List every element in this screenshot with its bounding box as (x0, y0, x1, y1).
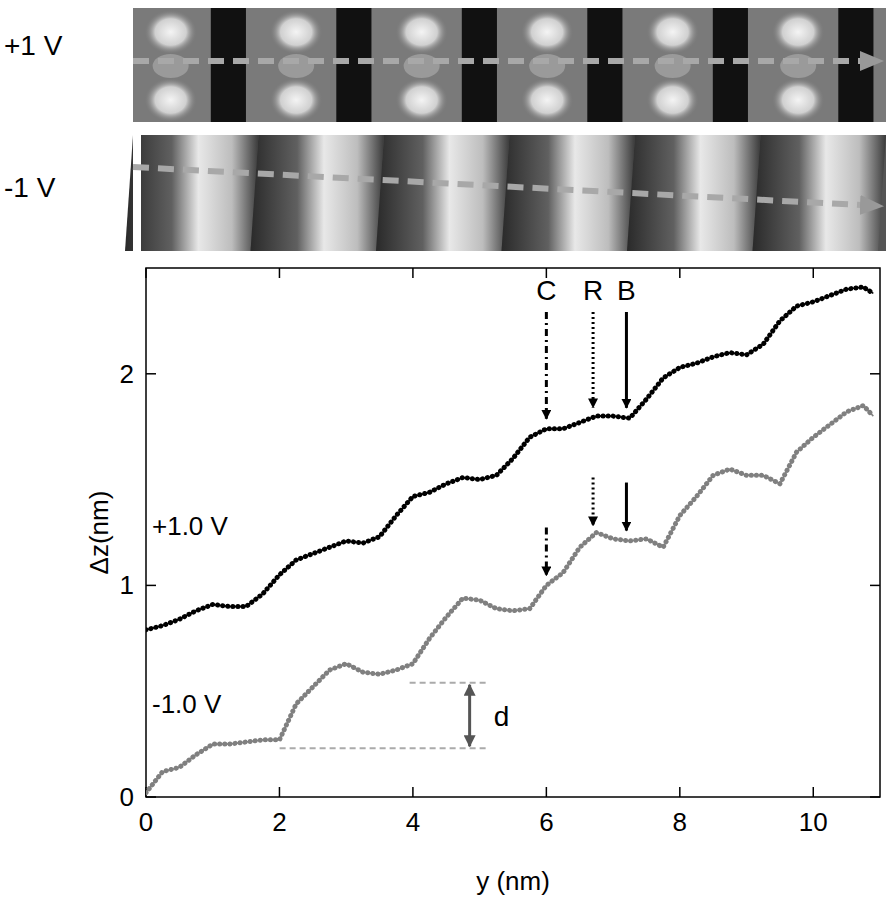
annotation-arrow (625, 312, 628, 408)
profile-line (146, 406, 873, 793)
annotation-label: R (583, 275, 603, 306)
x-tick (279, 268, 281, 278)
profile-path (133, 58, 880, 64)
x-tick-label: 10 (799, 807, 828, 837)
d-guide (280, 747, 486, 749)
x-tick (813, 787, 815, 797)
d-arrow (468, 685, 471, 747)
y-tick (870, 373, 880, 375)
profile-line-core (146, 406, 873, 793)
annotation-label: C (536, 275, 556, 306)
y-tick (146, 585, 156, 587)
y-tick (870, 796, 880, 798)
plot-frame (146, 268, 880, 797)
x-tick (279, 787, 281, 797)
x-tick-label: 4 (406, 807, 420, 837)
stm-image-positive (133, 8, 886, 122)
y-tick-label: 0 (120, 782, 134, 812)
figure: +1 V -1 V 0 2 4 6 8 10 0 1 2 y (nm) Δz(nm) +1.0 V -1.0… (0, 0, 889, 908)
plot-area (146, 287, 873, 793)
series-label: +1.0 V (152, 511, 229, 541)
annotation-arrow (592, 312, 595, 407)
x-tick-label: 2 (272, 807, 286, 837)
profile-line (146, 287, 873, 630)
y-tick (146, 373, 156, 375)
annotation-arrow (625, 483, 628, 531)
x-tick (145, 268, 147, 278)
y-axis-title: Δz(nm) (84, 491, 114, 575)
y-tick (146, 796, 156, 798)
x-tick (412, 787, 414, 797)
series-label: -1.0 V (152, 689, 222, 719)
annotation-label: B (617, 275, 636, 306)
x-tick-label: 0 (139, 807, 153, 837)
image-label: +1 V (4, 30, 63, 61)
annotation-arrow (545, 312, 548, 419)
x-tick (679, 268, 681, 278)
y-tick-label: 1 (120, 570, 134, 600)
profile-line-core (146, 287, 873, 630)
x-tick (679, 787, 681, 797)
x-axis-title: y (nm) (476, 866, 550, 896)
annotation-arrow (545, 527, 548, 575)
x-tick-label: 6 (539, 807, 553, 837)
x-tick (546, 787, 548, 797)
d-guide (410, 682, 486, 684)
x-tick (412, 268, 414, 278)
stm-image-negative (125, 135, 886, 251)
y-tick-label: 2 (120, 359, 134, 389)
annotation-arrow (592, 477, 595, 525)
image-label: -1 V (4, 172, 56, 203)
annotation-label: d (494, 701, 510, 732)
x-tick (813, 268, 815, 278)
x-tick-label: 8 (673, 807, 687, 837)
y-tick (870, 585, 880, 587)
profile-path (133, 167, 880, 206)
